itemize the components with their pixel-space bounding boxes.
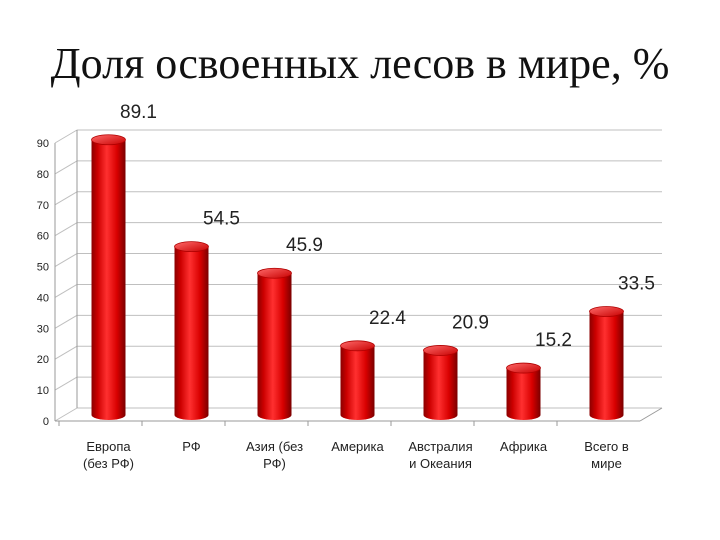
y-tick-label: 60 [37, 231, 49, 243]
bar [423, 345, 458, 420]
bar-top [257, 267, 292, 279]
chart-title: Доля освоенных лесов в мире, % [50, 39, 670, 88]
bar-body [423, 350, 458, 420]
bar-top [423, 345, 458, 356]
x-tick-label-line: РФ) [263, 456, 286, 471]
bar [589, 306, 624, 420]
gridline-side [54, 345, 78, 360]
bars [91, 134, 624, 420]
x-tick-label-line: мире [591, 456, 622, 471]
floor-right-edge [639, 407, 663, 422]
data-label: 20.9 [452, 312, 489, 333]
y-tick-label: 30 [37, 323, 49, 335]
gridline-side [54, 160, 78, 175]
bar-body [91, 139, 126, 420]
bar [174, 241, 209, 420]
x-tick-label-line: Всего в [584, 439, 629, 454]
gridline-side [54, 222, 78, 237]
axes: 0 10 20 30 40 50 60 70 80 90 [37, 130, 663, 428]
x-tick-label: Европа (без РФ) [83, 439, 134, 471]
x-tick-label-line: Америка [331, 439, 384, 454]
x-tick-label-line: Азия (без [246, 439, 303, 454]
bar-body [340, 345, 375, 420]
gridline-side [54, 191, 78, 206]
data-label: 22.4 [369, 308, 406, 329]
x-tick-label-line: Африка [500, 439, 548, 454]
gridline-side [54, 129, 78, 144]
bar [257, 267, 292, 420]
data-label: 89.1 [120, 102, 157, 123]
data-label: 15.2 [535, 330, 572, 351]
y-tick-label: 20 [37, 354, 49, 366]
y-tick-label: 0 [43, 416, 49, 428]
bar-body [257, 273, 292, 420]
x-tick-label-line: РФ [182, 439, 201, 454]
gridline-side [54, 376, 78, 391]
x-tick-label-line: Австралия [408, 439, 472, 454]
bar-top [340, 340, 375, 352]
data-label: 54.5 [203, 209, 240, 230]
bar-body [174, 246, 209, 420]
bar [340, 340, 375, 420]
bar-body [589, 311, 624, 420]
gridline-side [54, 314, 78, 329]
x-tick-label: Азия (без РФ) [246, 439, 303, 471]
x-tick-label: РФ [182, 439, 201, 454]
y-tick-label: 10 [37, 385, 49, 397]
bar-top [174, 241, 209, 253]
x-tick-label: Австралия и Океания [408, 439, 472, 471]
data-label: 33.5 [618, 274, 655, 295]
x-tick-label: Америка [331, 439, 384, 454]
bar-top [91, 134, 126, 146]
bar [506, 362, 541, 420]
y-tick-label: 70 [37, 200, 49, 212]
bar [91, 134, 126, 420]
y-tick-label: 90 [37, 138, 49, 150]
gridline-side [54, 253, 78, 267]
y-tick-label: 40 [37, 292, 49, 304]
x-tick-label: Африка [500, 439, 548, 454]
gridline-side [54, 284, 78, 298]
x-tick-label-line: Европа [86, 439, 131, 454]
labels: 89.1 Европа (без РФ) 54.5 РФ 45.9 Азия (без РФ)… [83, 102, 655, 471]
bar-body [506, 368, 541, 420]
gridline-side [54, 407, 78, 422]
data-label: 45.9 [286, 235, 323, 256]
y-tick-label: 80 [37, 169, 49, 181]
x-tick-label-line: и Океания [409, 456, 472, 471]
x-tick-label-line: (без РФ) [83, 456, 134, 471]
bar-top [589, 306, 624, 317]
y-tick-label: 50 [37, 262, 49, 274]
bar-top [506, 362, 541, 374]
x-tick-label: Всего в мире [584, 439, 629, 471]
